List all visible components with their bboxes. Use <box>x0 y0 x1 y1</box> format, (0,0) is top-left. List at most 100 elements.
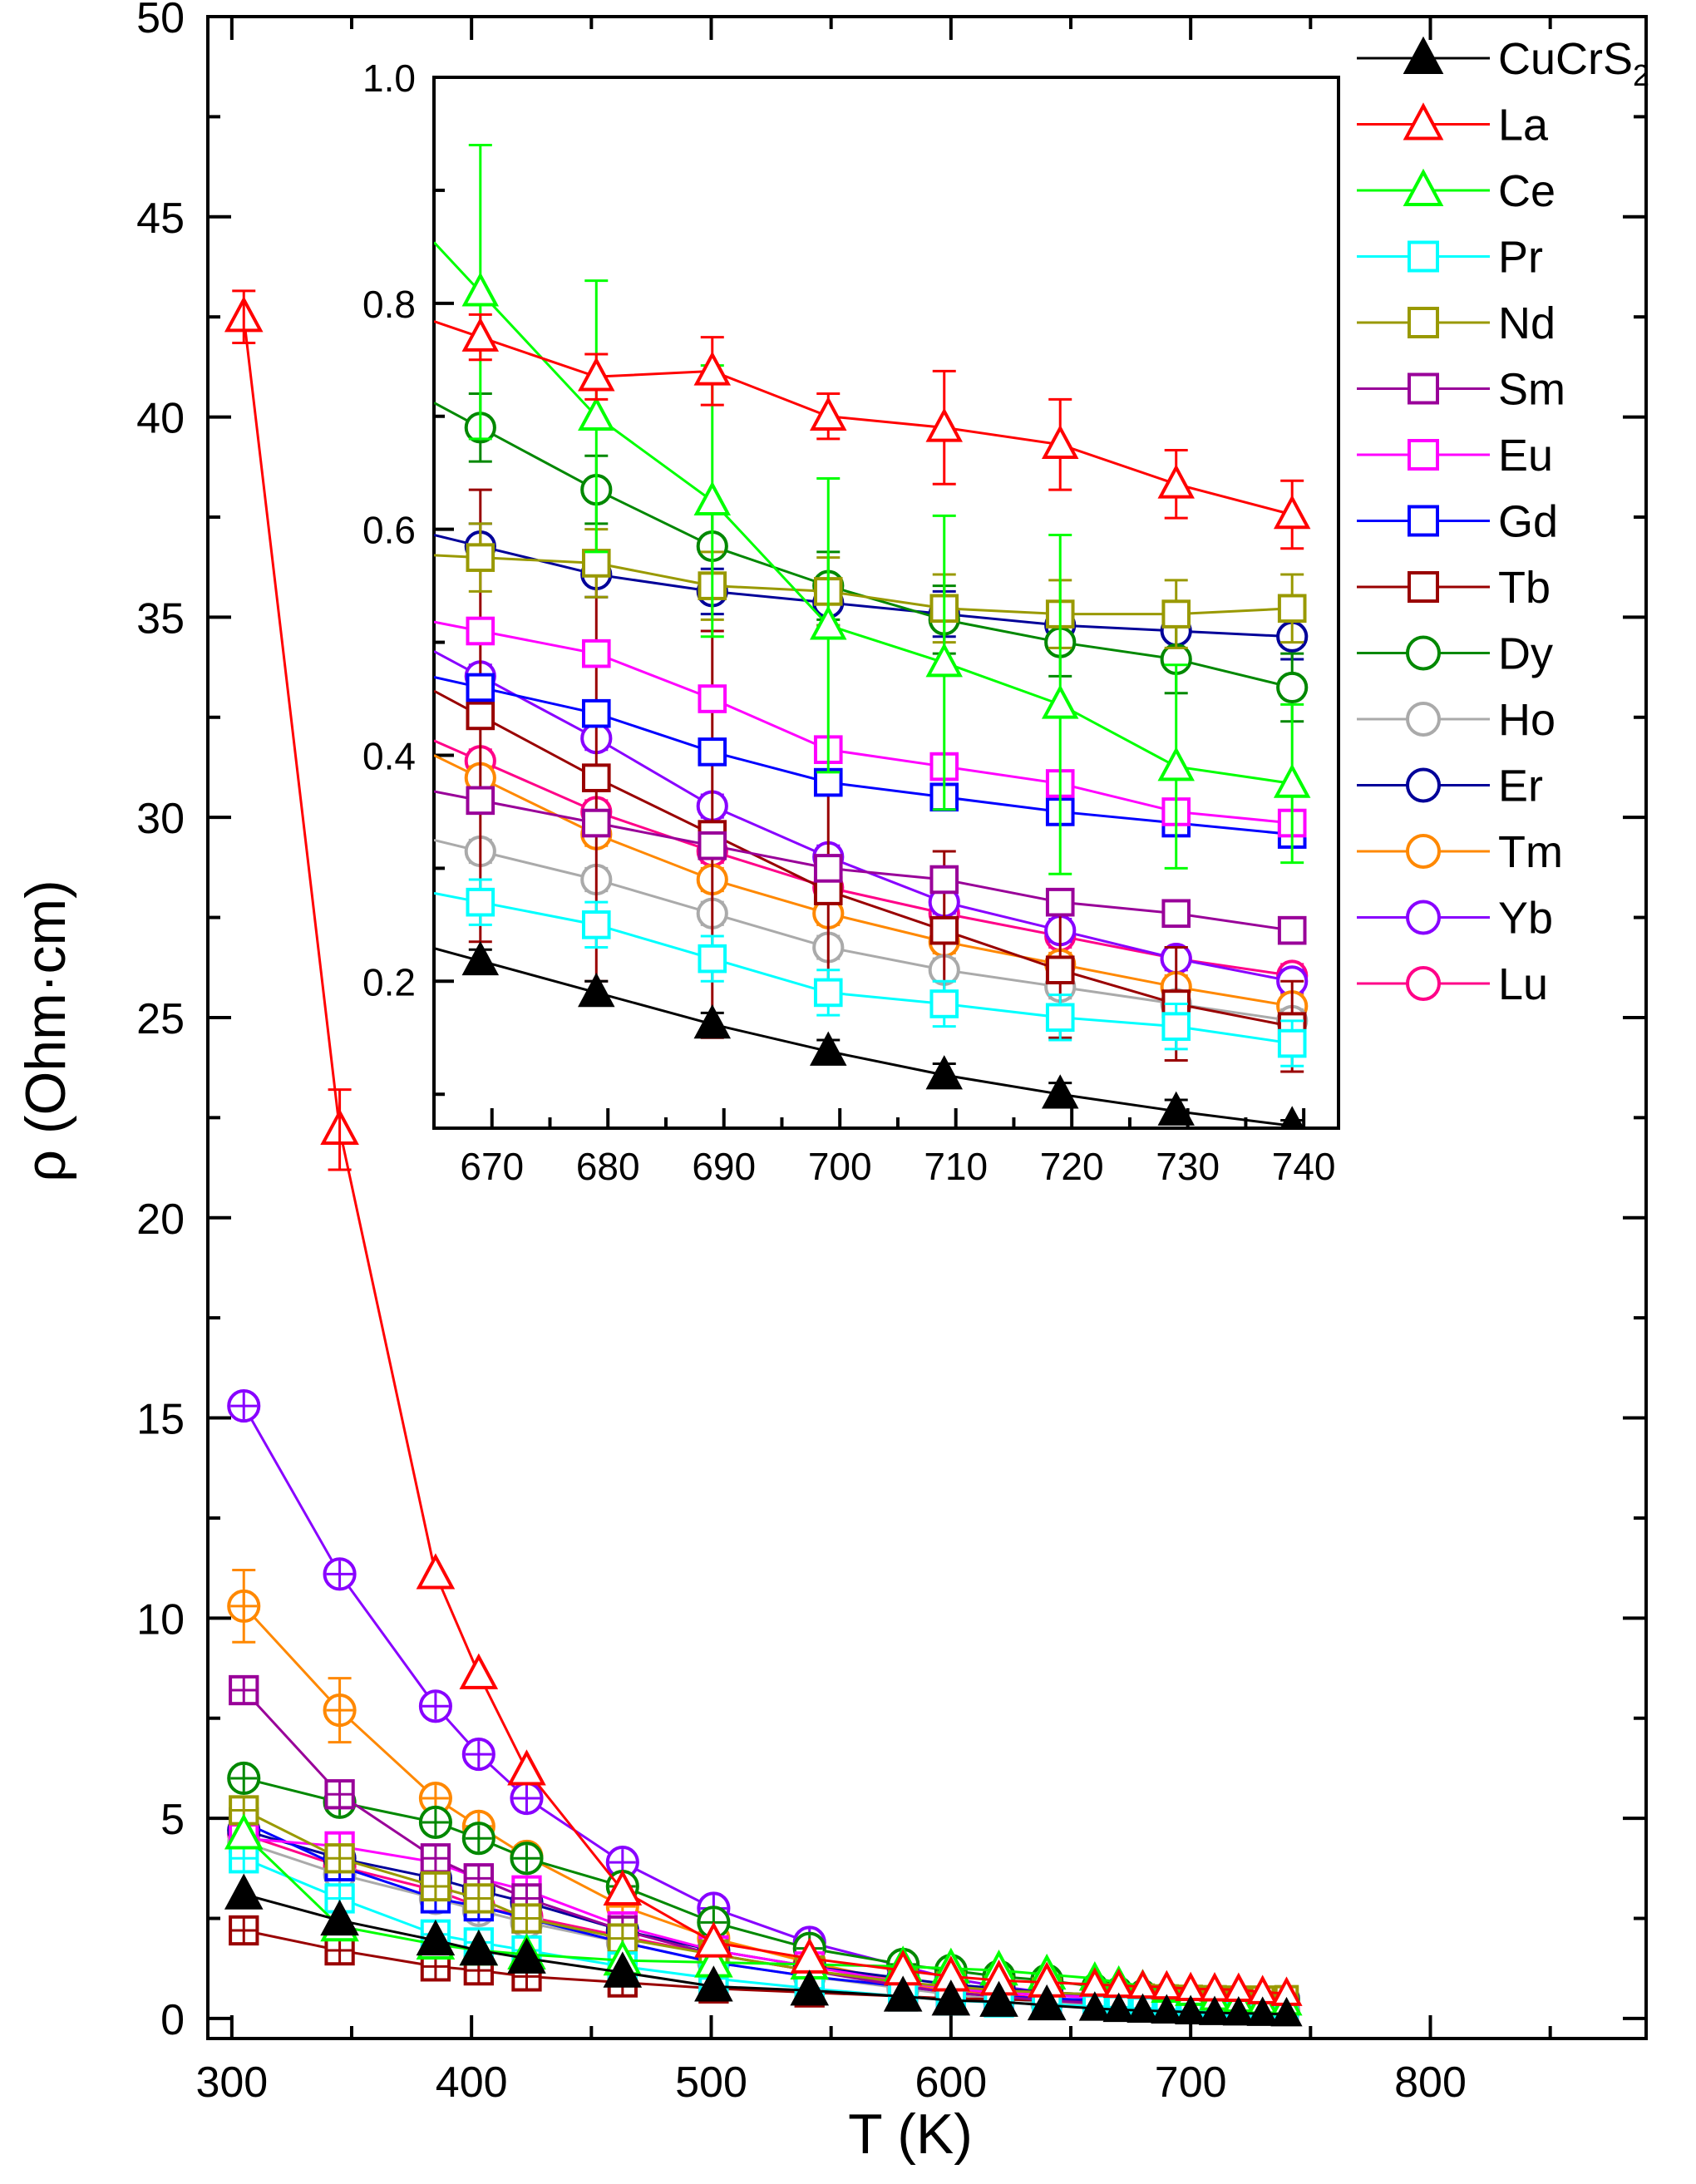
legend-label: Yb <box>1498 894 1553 944</box>
inset-data-point <box>1157 464 1195 499</box>
legend-entry-cucrs: CuCrS2 <box>1357 34 1649 92</box>
inset-axes: 670 680 690 700 710 720 730 740 0.2 0.4 0.6 0.8 1.0 <box>362 57 1340 1188</box>
inset-y-tick-label: 0.4 <box>362 734 416 777</box>
legend-label: Lu <box>1498 959 1548 1009</box>
legend-marker <box>1406 635 1441 671</box>
legend-entry-dy: Dy <box>1357 629 1553 679</box>
legend-label: CuCrS2 <box>1498 34 1649 92</box>
inset-x-tick-label: 700 <box>808 1145 872 1188</box>
inset-data-point <box>581 763 611 792</box>
inset-data-point <box>581 910 611 939</box>
data-point <box>416 1553 456 1590</box>
inset-data-point <box>810 396 847 431</box>
legend-entry-ce: Ce <box>1357 166 1555 216</box>
legend-marker <box>1408 307 1439 338</box>
data-point <box>694 1965 733 2002</box>
inset-data-point <box>810 1031 847 1066</box>
inset-data-point <box>813 854 843 883</box>
legend-marker <box>1406 966 1441 1001</box>
inset-data-point <box>466 887 495 917</box>
legend-marker <box>1403 36 1444 74</box>
legend-marker <box>1406 702 1441 737</box>
y-tick-label: 50 <box>136 0 185 42</box>
legend-entry-tm: Tm <box>1357 827 1563 877</box>
legend-marker <box>1403 102 1444 141</box>
inset-data-point <box>1041 684 1079 719</box>
y-tick-label: 40 <box>136 395 185 443</box>
data-point <box>1270 1996 1303 2027</box>
data-point <box>603 1869 643 1905</box>
data-point <box>224 1873 264 1910</box>
series-line <box>243 1833 1287 2005</box>
inset-series-pr <box>434 878 1307 1067</box>
legend-label: Nd <box>1498 298 1555 348</box>
legend-marker <box>1408 240 1439 273</box>
legend-marker <box>1403 168 1444 206</box>
y-tick-label: 45 <box>136 195 185 243</box>
series-yb <box>227 1389 1300 2024</box>
legend-entry-tb: Tb <box>1357 563 1551 613</box>
x-tick-label: 500 <box>675 2058 747 2107</box>
inset-y-tick-label: 1.0 <box>362 57 416 100</box>
data-point <box>603 1951 643 1988</box>
legend-marker <box>1406 834 1441 869</box>
inset-data-point <box>698 737 727 767</box>
inset-data-point <box>698 944 727 974</box>
inset-data-point <box>1161 899 1191 929</box>
data-point <box>931 1979 971 2016</box>
legend-entry-ho: Ho <box>1357 695 1555 745</box>
y-tick-label: 10 <box>136 1595 185 1644</box>
data-point <box>790 1970 830 2006</box>
data-point <box>979 1980 1018 2017</box>
y-tick-label: 35 <box>136 594 185 643</box>
series-cucrs <box>224 1873 1303 2027</box>
legend-entry-er: Er <box>1357 762 1543 811</box>
inset-data-point <box>1277 594 1307 624</box>
legend-label: Gd <box>1498 497 1558 547</box>
inset-x-tick-label: 680 <box>576 1145 640 1188</box>
data-point <box>507 1749 546 1786</box>
data-point <box>1151 1994 1183 2024</box>
series-line <box>243 1821 1287 2007</box>
legend-entry-yb: Yb <box>1357 894 1553 944</box>
legend-label: Eu <box>1498 431 1553 481</box>
inset-data-point <box>1045 955 1075 985</box>
inset-x-tick-label: 730 <box>1156 1145 1220 1188</box>
data-point <box>507 1937 546 1974</box>
inset-data-point <box>466 786 495 816</box>
main-plot-area <box>224 289 1303 2027</box>
data-point <box>224 1813 264 1850</box>
inset-data-point <box>813 978 843 1008</box>
inset-data-point <box>693 481 732 515</box>
inset-data-point <box>698 684 727 713</box>
data-point <box>1127 1993 1159 2024</box>
y-tick-label: 30 <box>136 795 185 843</box>
legend-marker <box>1406 900 1441 935</box>
inset-data-point <box>461 940 500 976</box>
inset-data-point <box>581 808 611 838</box>
inset-data-point <box>581 549 611 578</box>
inset-data-point <box>1276 671 1309 704</box>
legend-label: Dy <box>1498 629 1553 679</box>
data-point <box>1246 1996 1279 2026</box>
inset-x-tick-label: 740 <box>1272 1145 1336 1188</box>
inset-data-point <box>581 698 611 728</box>
inset-data-point <box>1277 1028 1307 1058</box>
inset-data-point <box>698 831 727 860</box>
legend-label: Sm <box>1498 365 1565 415</box>
inset-data-point <box>929 915 959 945</box>
axis-labels: T (K) ρ (Ohm·cm) <box>14 880 973 2166</box>
inset-data-point <box>466 616 495 646</box>
inset-data-point <box>929 865 959 895</box>
inset-data-point <box>693 1003 732 1039</box>
data-point <box>416 1919 456 1956</box>
y-tick-label: 15 <box>136 1396 185 1444</box>
inset-data-point <box>1161 599 1191 629</box>
data-point <box>459 1929 499 1966</box>
legend-marker <box>1406 767 1441 803</box>
y-tick-label: 5 <box>160 1796 185 1844</box>
legend-entry-pr: Pr <box>1357 233 1543 283</box>
inset-data-point <box>810 605 847 640</box>
inset-data-point <box>461 272 500 307</box>
